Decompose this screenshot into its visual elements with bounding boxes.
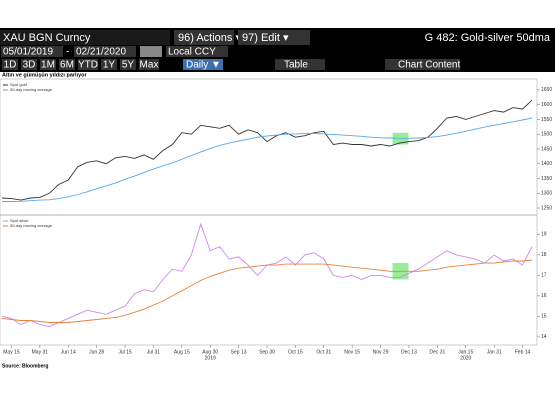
legend-label: Spot silver [10,218,29,223]
top-frame [0,78,538,216]
x-tick-label: Dec 31 [429,349,445,355]
period-button[interactable] [101,59,117,70]
x-tick-label: Jun 28 [89,349,104,355]
start-field[interactable] [1,46,63,57]
currency-field[interactable] [166,46,228,57]
year-label: 2020 [460,355,471,361]
legend-label: 50-day moving average [10,223,53,228]
y-tick-label: 19 [541,232,547,238]
y-tick-label: 18 [541,252,547,258]
x-tick-label: May 31 [32,349,49,355]
x-tick-label: Nov 29 [373,349,389,355]
edit[interactable]: 97) Edit ▾ [242,32,289,44]
y-tick-label: 15 [541,314,547,320]
x-tick-label: Jul 31 [147,349,161,355]
x-tick-label: Dec 13 [401,349,417,355]
period-button[interactable] [40,59,56,70]
table-button[interactable] [275,59,325,70]
series-line [2,117,533,202]
content-button[interactable] [385,59,460,70]
series-line [1,99,533,201]
function: G 482: Gold-silver 50dma [425,32,551,44]
chart-title: Altın ve gümüşün yıldızı parlıyor [2,72,88,78]
y-tick-label: 1450 [541,146,552,152]
legend-label: Spot gold [10,82,27,87]
table[interactable]: Table [284,60,308,71]
y-tick-label: 1500 [541,132,552,138]
x-tick-label: Oct 31 [316,349,331,355]
frequency[interactable]: Daily ▼ [186,60,221,71]
period-button[interactable] [21,59,37,70]
x-tick-label: Feb 14 [515,349,531,355]
y-tick-label: 1650 [541,87,552,93]
nav-buttons[interactable] [140,46,162,57]
y-tick-label: 14 [541,334,547,340]
bottom-frame [0,214,538,346]
period-button[interactable] [78,59,98,70]
period-button[interactable] [120,59,136,70]
series-line [1,222,533,328]
actions-menu[interactable] [174,30,234,45]
y-tick-label: 17 [541,273,547,279]
dash: - [66,47,69,58]
period[interactable]: 1Y [103,60,116,71]
period[interactable]: 5Y [122,60,135,71]
period-button[interactable] [59,59,75,70]
security-field[interactable] [0,30,170,45]
y-tick-label: 1350 [541,176,552,182]
x-tick-label: May 15 [3,349,20,355]
chart-content[interactable]: Chart Content [398,60,460,71]
source: Source: Bloomberg [2,363,48,369]
y-tick-label: 1250 [541,205,552,211]
period[interactable]: 1M [41,60,55,71]
end-date[interactable]: 02/21/2020 [76,47,126,58]
year-label: 2019 [205,355,216,361]
x-tick-label: Jun 14 [61,349,76,355]
period[interactable]: Max [140,60,159,71]
period[interactable]: YTD [78,60,98,71]
y-tick-label: 1550 [541,117,552,123]
x-tick-label: Jul 15 [118,349,132,355]
x-tick-label: Nov 15 [344,349,360,355]
y-tick-label: 1300 [541,191,552,197]
period[interactable]: 3D [23,60,36,71]
actions[interactable]: 96) Actions ▾ [178,32,241,44]
x-tick-label: Sep 30 [259,349,275,355]
legend-label: 50-day moving average [10,87,53,92]
series-line [1,259,533,323]
x-tick-label: Jan 15 [458,349,473,355]
security[interactable]: XAU BGN Curncy [3,32,91,44]
x-tick-label: Jan 31 [487,349,502,355]
edit-menu[interactable] [238,30,310,45]
y-tick-label: 1600 [541,102,552,108]
x-tick-label: Sep 13 [231,349,247,355]
period[interactable]: 6M [60,60,74,71]
currency[interactable]: Local CCY [168,47,216,58]
x-tick-label: Oct 15 [288,349,303,355]
end-field[interactable] [74,46,136,57]
period-button[interactable] [2,59,18,70]
y-tick-label: 1400 [541,161,552,167]
period-button[interactable] [139,59,159,70]
x-tick-label: Aug 30 [202,349,218,355]
period[interactable]: 1D [4,60,17,71]
frequency-button[interactable] [183,59,223,70]
x-tick-label: Aug 15 [174,349,190,355]
y-tick-label: 16 [541,293,547,299]
start-date[interactable]: 05/01/2019 [3,47,53,58]
